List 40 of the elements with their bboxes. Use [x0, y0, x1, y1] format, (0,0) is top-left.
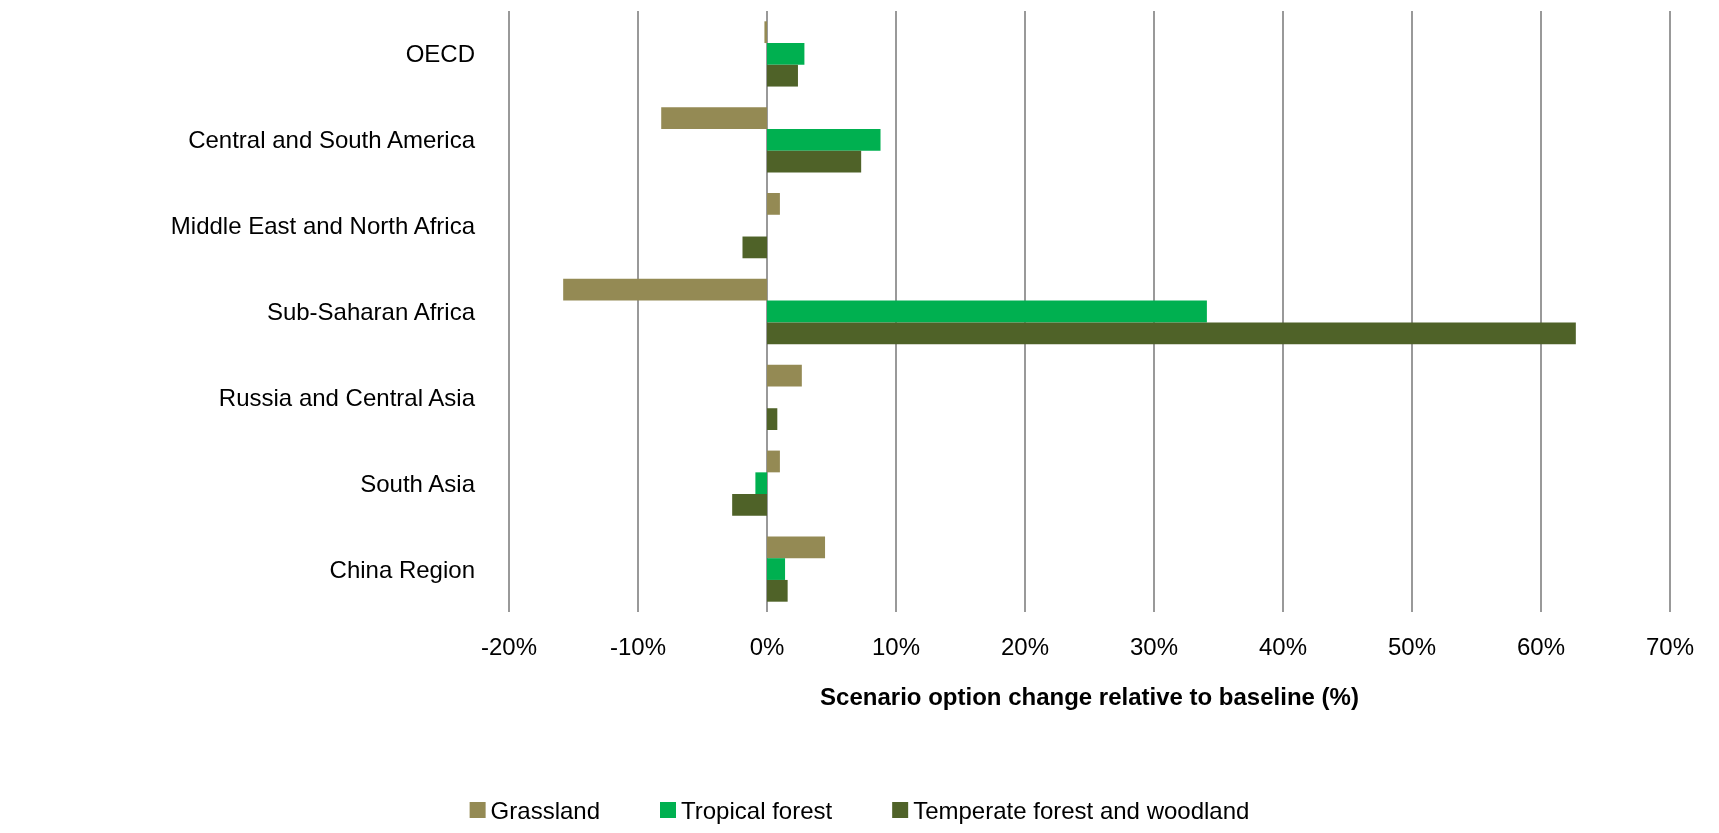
x-tick-label: -10%: [609, 632, 667, 660]
y-tick-label: Central and South America: [188, 126, 476, 154]
legend-label: Tropical forest: [681, 796, 833, 824]
x-axis-title: Scenario option change relative to baseline (%): [820, 682, 1359, 710]
x-tick-label: -20%: [480, 632, 538, 660]
y-tick-label: Russia and Central Asia: [218, 383, 476, 411]
bar: [767, 150, 862, 173]
bar: [661, 107, 767, 129]
x-tick-label: 0%: [749, 632, 785, 660]
x-tick-label: 60%: [1516, 632, 1566, 660]
bar: [767, 579, 788, 602]
bar: [767, 43, 805, 65]
bar: [563, 278, 767, 301]
bar: [767, 536, 826, 559]
x-tick-label: 20%: [1000, 632, 1050, 660]
y-tick-label: Sub-Saharan Africa: [266, 298, 476, 325]
x-tick-label: 40%: [1258, 632, 1308, 660]
bar: [767, 558, 786, 580]
x-tick-label: 70%: [1645, 632, 1695, 660]
y-tick-label: South Asia: [360, 469, 476, 497]
bar: [764, 21, 767, 44]
bar: [767, 128, 881, 151]
x-tick-label: 30%: [1129, 632, 1179, 660]
bar: [755, 472, 767, 495]
bar: [767, 322, 1576, 345]
bar: [742, 236, 767, 259]
x-tick-label: 10%: [871, 632, 921, 660]
legend-label: Grassland: [490, 796, 601, 824]
legend-label: Temperate forest and woodland: [913, 796, 1250, 824]
y-tick-label: Middle East and North Africa: [170, 212, 476, 240]
y-tick-label: OECD: [405, 40, 475, 68]
bar: [767, 408, 778, 430]
x-tick-label: 50%: [1387, 632, 1437, 660]
y-tick-label: China Region: [329, 555, 475, 583]
bar: [732, 494, 767, 516]
bar: [767, 450, 780, 473]
bar: [767, 193, 780, 215]
bar: [767, 364, 802, 387]
bar: [767, 300, 1207, 323]
bar: [767, 64, 798, 87]
